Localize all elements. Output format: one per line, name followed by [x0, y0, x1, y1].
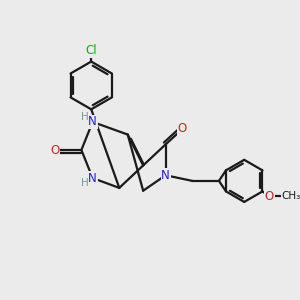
Text: H: H	[81, 178, 88, 188]
Text: O: O	[265, 190, 274, 203]
Text: O: O	[50, 143, 59, 157]
Text: N: N	[88, 116, 97, 128]
Text: N: N	[161, 169, 170, 182]
Text: O: O	[178, 122, 187, 135]
Text: Cl: Cl	[85, 44, 97, 57]
Text: N: N	[88, 172, 97, 184]
Text: H: H	[81, 112, 88, 122]
Text: CH₃: CH₃	[282, 191, 300, 201]
